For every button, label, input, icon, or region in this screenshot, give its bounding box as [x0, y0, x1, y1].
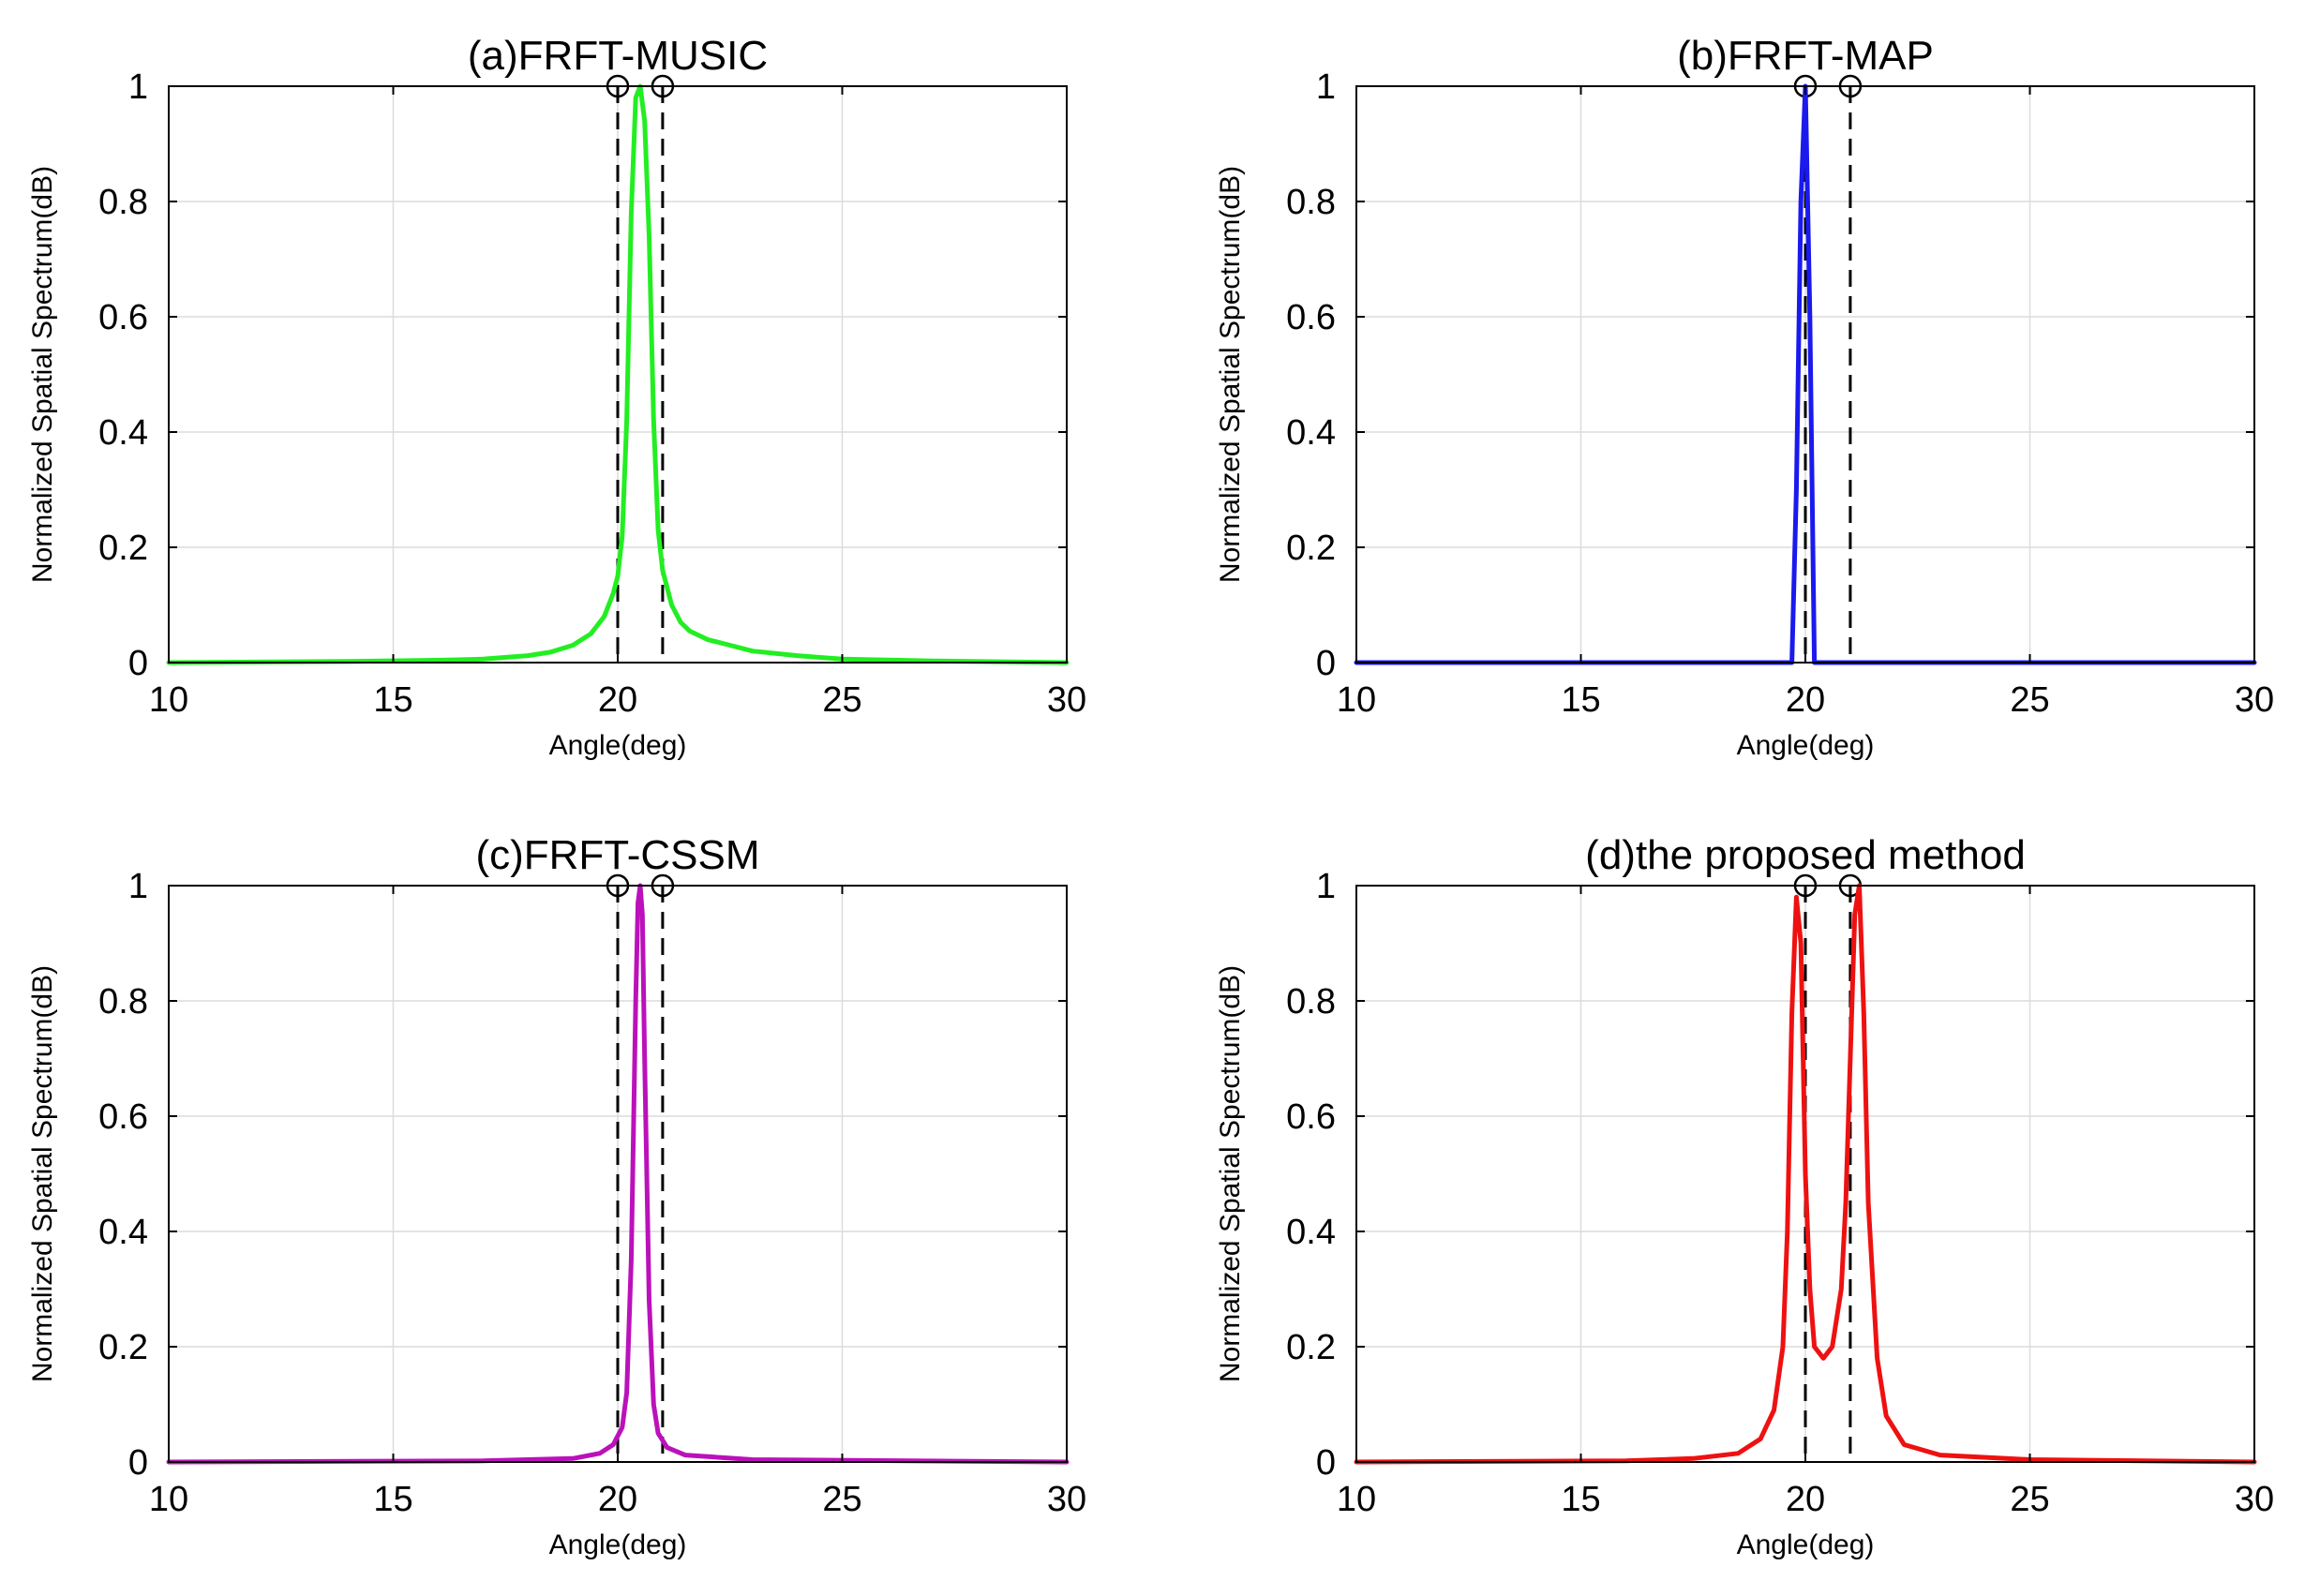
y-tick-label: 0.8 — [1286, 183, 1336, 222]
y-axis-label: Normalized Spatial Spectrum(dB) — [1215, 965, 1246, 1382]
x-tick-label: 25 — [822, 680, 861, 720]
x-tick-label: 10 — [1337, 680, 1376, 720]
y-axis-label: Normalized Spatial Spectrum(dB) — [27, 965, 58, 1382]
x-tick-label: 15 — [373, 680, 412, 720]
x-tick-label: 10 — [1337, 1480, 1376, 1519]
x-axis-label: Angle(deg) — [549, 730, 687, 761]
x-axis-label: Angle(deg) — [549, 1529, 687, 1560]
x-tick-label: 20 — [598, 1480, 637, 1519]
subplot-b: 10 15 20 25 30 0 0.2 0.4 0.6 0.8 1 (b)FRFT-MAP Angle… — [1215, 33, 2274, 761]
series-line — [1354, 83, 2257, 665]
series-line — [166, 883, 1070, 1465]
y-axis-label: Normalized Spatial Spectrum(dB) — [27, 166, 58, 583]
x-tick-label: 10 — [149, 1480, 188, 1519]
y-tick-label: 0.6 — [1286, 1097, 1336, 1137]
y-tick-label: 0.6 — [98, 1097, 148, 1137]
x-axis-label: Angle(deg) — [1737, 730, 1875, 761]
y-tick-label: 0.6 — [98, 298, 148, 337]
y-tick-label: 1 — [128, 867, 148, 906]
y-tick-label: 0 — [128, 1443, 148, 1483]
y-tick-label: 1 — [1316, 867, 1336, 906]
x-tick-label: 15 — [1561, 1480, 1600, 1519]
y-tick-label: 1 — [128, 67, 148, 107]
y-tick-label: 0.4 — [98, 1213, 148, 1252]
subplot-a: 10 15 20 25 30 0 0.2 0.4 0.6 0.8 1 (a)FRFT-MUSIC Ang… — [27, 33, 1086, 761]
y-tick-label: 0.4 — [1286, 1213, 1336, 1252]
y-tick-label: 0.8 — [98, 982, 148, 1022]
chart-title: (b)FRFT-MAP — [1677, 33, 1934, 79]
y-tick-label: 0 — [128, 644, 148, 683]
y-tick-label: 0 — [1316, 1443, 1336, 1483]
chart-title: (d)the proposed method — [1585, 832, 2026, 878]
x-tick-label: 15 — [1561, 680, 1600, 720]
x-tick-label: 20 — [1786, 1480, 1825, 1519]
x-tick-label: 20 — [598, 680, 637, 720]
y-tick-label: 0.2 — [98, 529, 148, 568]
x-tick-label: 25 — [2010, 1480, 2049, 1519]
chart-title: (c)FRFT-CSSM — [475, 832, 759, 878]
chart-title: (a)FRFT-MUSIC — [468, 33, 768, 79]
y-tick-label: 1 — [1316, 67, 1336, 107]
y-tick-label: 0.4 — [98, 413, 148, 453]
y-tick-label: 0.2 — [98, 1328, 148, 1367]
x-tick-label: 30 — [1047, 1480, 1086, 1519]
x-tick-label: 25 — [2010, 680, 2049, 720]
x-axis-label: Angle(deg) — [1737, 1529, 1875, 1560]
subplot-d: 10 15 20 25 30 0 0.2 0.4 0.6 0.8 1 (d)the proposed … — [1215, 832, 2274, 1560]
y-tick-label: 0 — [1316, 644, 1336, 683]
subplot-c: 10 15 20 25 30 0 0.2 0.4 0.6 0.8 1 (c)FRFT-CSSM Angl… — [27, 832, 1086, 1560]
y-tick-label: 0.8 — [98, 183, 148, 222]
x-tick-label: 30 — [2235, 680, 2274, 720]
y-tick-label: 0.2 — [1286, 1328, 1336, 1367]
x-tick-label: 10 — [149, 680, 188, 720]
y-tick-label: 0.2 — [1286, 529, 1336, 568]
series-line — [1354, 883, 2257, 1465]
x-tick-label: 30 — [1047, 680, 1086, 720]
y-tick-label: 0.8 — [1286, 982, 1336, 1022]
x-tick-label: 15 — [373, 1480, 412, 1519]
y-tick-label: 0.4 — [1286, 413, 1336, 453]
y-axis-label: Normalized Spatial Spectrum(dB) — [1215, 166, 1246, 583]
x-tick-label: 20 — [1786, 680, 1825, 720]
series-line — [166, 83, 1070, 665]
x-tick-label: 25 — [822, 1480, 861, 1519]
y-tick-label: 0.6 — [1286, 298, 1336, 337]
x-tick-label: 30 — [2235, 1480, 2274, 1519]
